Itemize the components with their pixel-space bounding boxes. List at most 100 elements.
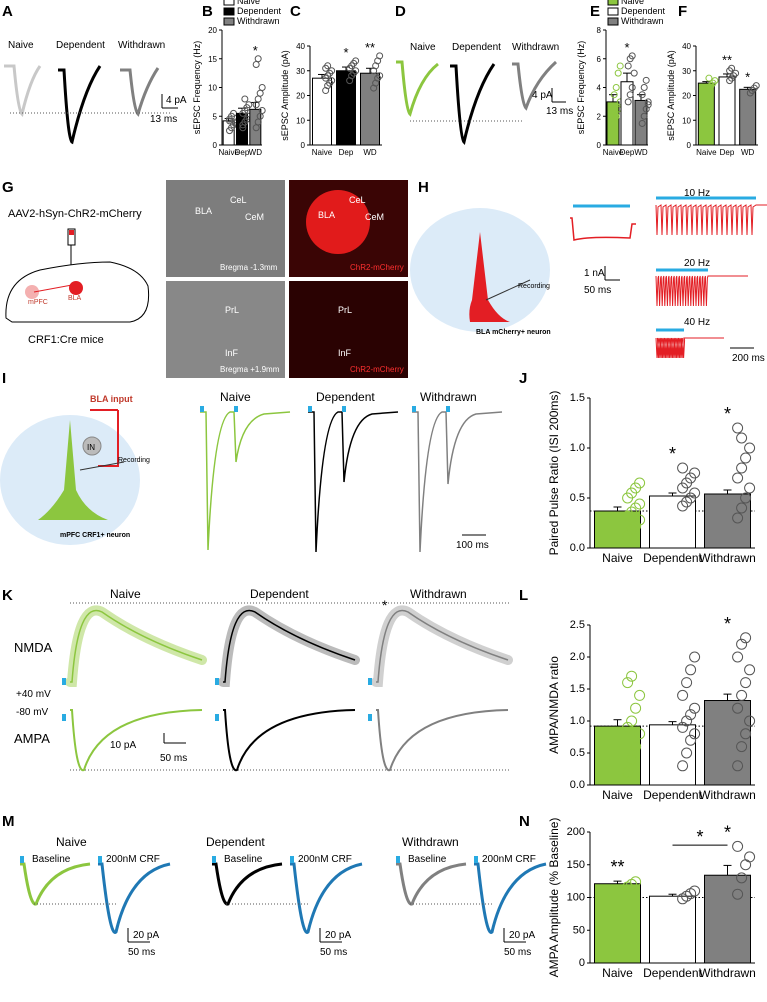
chart-E-point-0-8 [610, 109, 618, 117]
k-scale-x-label: 50 ms [160, 753, 187, 764]
chart-C-point-2-3 [376, 72, 384, 80]
chart-L-point-1-3 [689, 728, 701, 740]
chart-J-point-0-5 [626, 506, 638, 518]
chart-J-point-1-8 [677, 462, 689, 474]
chart-L-point-1-7 [689, 702, 701, 714]
m-scale-x-label-2: 50 ms [504, 947, 531, 958]
panel-letter-k: K [2, 587, 13, 604]
d-trace-dependent [450, 63, 496, 145]
chart-L-point-0-2 [630, 741, 642, 753]
chart-J-point-0-2 [630, 520, 642, 532]
chart-E-sig-1: * [624, 40, 629, 55]
chart-E-point-2-2 [642, 105, 650, 113]
chart-E-point-0-6 [614, 69, 622, 77]
img-cel: CeL [230, 195, 247, 205]
img-bregma-top: Bregma -1.3mm [220, 263, 278, 272]
k-stim-bot-1 [215, 714, 219, 721]
m-scale-y-label-2: 20 pA [509, 930, 535, 941]
chart-E-xlabel-2: WD [634, 148, 648, 157]
chart-J-point-2-5 [736, 462, 748, 474]
m-scale-x-label-1: 50 ms [320, 947, 347, 958]
m-baseline-label-1: Baseline [224, 854, 263, 865]
h-neuron-body [469, 232, 510, 322]
m-baseline-label-0: Baseline [32, 854, 71, 865]
img-prl-red: PrL [338, 305, 352, 315]
chart-L-point-1-11 [689, 651, 701, 663]
chart-E-point-0-0 [610, 119, 618, 127]
k-ampa-trace-1 [223, 709, 356, 772]
chart-E-legend-swatch-0 [607, 0, 619, 6]
chart-E-point-0-4 [610, 91, 618, 99]
panel-letter-d: D [395, 3, 406, 20]
i-label-dependent: Dependent [316, 390, 375, 404]
chart-E-xlabel-0: Naive [603, 148, 624, 157]
chart-L-xlabel-1: Dependent [643, 788, 702, 802]
chart-L-ytick-label-5: 2.5 [570, 619, 585, 631]
h-trace-40hz [655, 337, 724, 359]
chart-L-point-1-4 [677, 721, 689, 733]
chart-F-point-1-5 [728, 64, 736, 72]
chart-L-point-2-10 [740, 632, 752, 644]
chart-L-point-0-4 [622, 721, 634, 733]
chart-E-point-1-3 [630, 69, 638, 77]
k-label-dependent: Dependent [250, 587, 309, 601]
a-label-dependent: Dependent [56, 40, 105, 51]
syringe-fill [69, 230, 74, 235]
m-stim-a-1 [212, 856, 216, 863]
chart-B-point-2-9 [254, 55, 262, 63]
k-stim-top-2 [368, 678, 372, 685]
i-trace-withdrawn [412, 411, 503, 553]
chart-L-ytick-label-0: 0.0 [570, 779, 585, 791]
histology-bw-bottom [166, 281, 285, 378]
h-recording-electrode [485, 279, 531, 301]
chart-E-point-1-2 [628, 84, 636, 91]
img-inf: InF [225, 348, 239, 358]
chart-N-point-2-3 [744, 851, 756, 863]
chart-B-ytick-label-2: 10 [208, 84, 217, 93]
chart-F-point-2-3 [752, 82, 760, 90]
chart-L-point-1-8 [677, 689, 689, 701]
chart-J-point-2-8 [732, 422, 744, 434]
chart-E-legend-swatch-2 [607, 17, 619, 26]
panel-letter-f: F [678, 3, 687, 20]
i-trace-dependent [308, 411, 399, 553]
k-label-withdrawn: Withdrawn [410, 587, 467, 601]
i-scale-x-label: 100 ms [456, 540, 489, 551]
chart-B-legend-label-1: Dependent [237, 6, 282, 16]
i-stim-1 [234, 406, 238, 412]
chart-J-xlabel-1: Dependent [643, 551, 702, 565]
chart-L-point-2-2 [740, 728, 752, 740]
chart-L-point-0-8 [622, 677, 634, 689]
chart-E-legend-label-2: Withdrawn [621, 16, 664, 26]
chart-L-ylabel: AMPA/NMDA ratio [547, 656, 561, 754]
chart-E-legend-swatch-1 [607, 7, 619, 16]
d-scale-x-label: 13 ms [546, 106, 573, 117]
chart-B-legend-swatch-0 [223, 0, 235, 6]
k-vpos-label: +40 mV [16, 689, 51, 700]
k-ampa-trace-2 [376, 709, 509, 772]
chart-L-point-1-2 [685, 734, 697, 746]
m-crf-label-2: 200nM CRF [482, 854, 536, 865]
chart-J-point-2-0 [732, 512, 744, 524]
chart-L-point-1-0 [677, 760, 689, 772]
panel-letters: A B C D E F G H I J K L M N [2, 3, 687, 830]
chart-N-xlabel-2: Withdrawn [699, 966, 756, 980]
chart-c: 0 10 20 30 40 sEPSC Amplitude (pA) Naive Dep * WD… [280, 40, 384, 157]
i-neuron-body [38, 420, 108, 520]
chart-C-point-2-7 [376, 52, 384, 60]
img-bregma-bot: Bregma +1.9mm [220, 365, 280, 374]
i-stim-0 [200, 406, 204, 412]
chart-J-point-0-0 [622, 530, 634, 542]
chart-C-point-0-7 [328, 67, 336, 75]
g-virus-label: AAV2-hSyn-ChR2-mCherry [8, 208, 142, 220]
chart-E-point-1-0 [624, 98, 632, 106]
i-neuron-label: mPFC CRF1+ neuron [60, 532, 130, 539]
chart-B-legend-swatch-1 [223, 7, 235, 16]
chart-C-ytick-label-2: 20 [296, 92, 305, 101]
chart-L-point-0-7 [634, 689, 646, 701]
chart-C-sig-1: * [343, 45, 348, 60]
chart-N-point-2-4 [732, 840, 744, 852]
